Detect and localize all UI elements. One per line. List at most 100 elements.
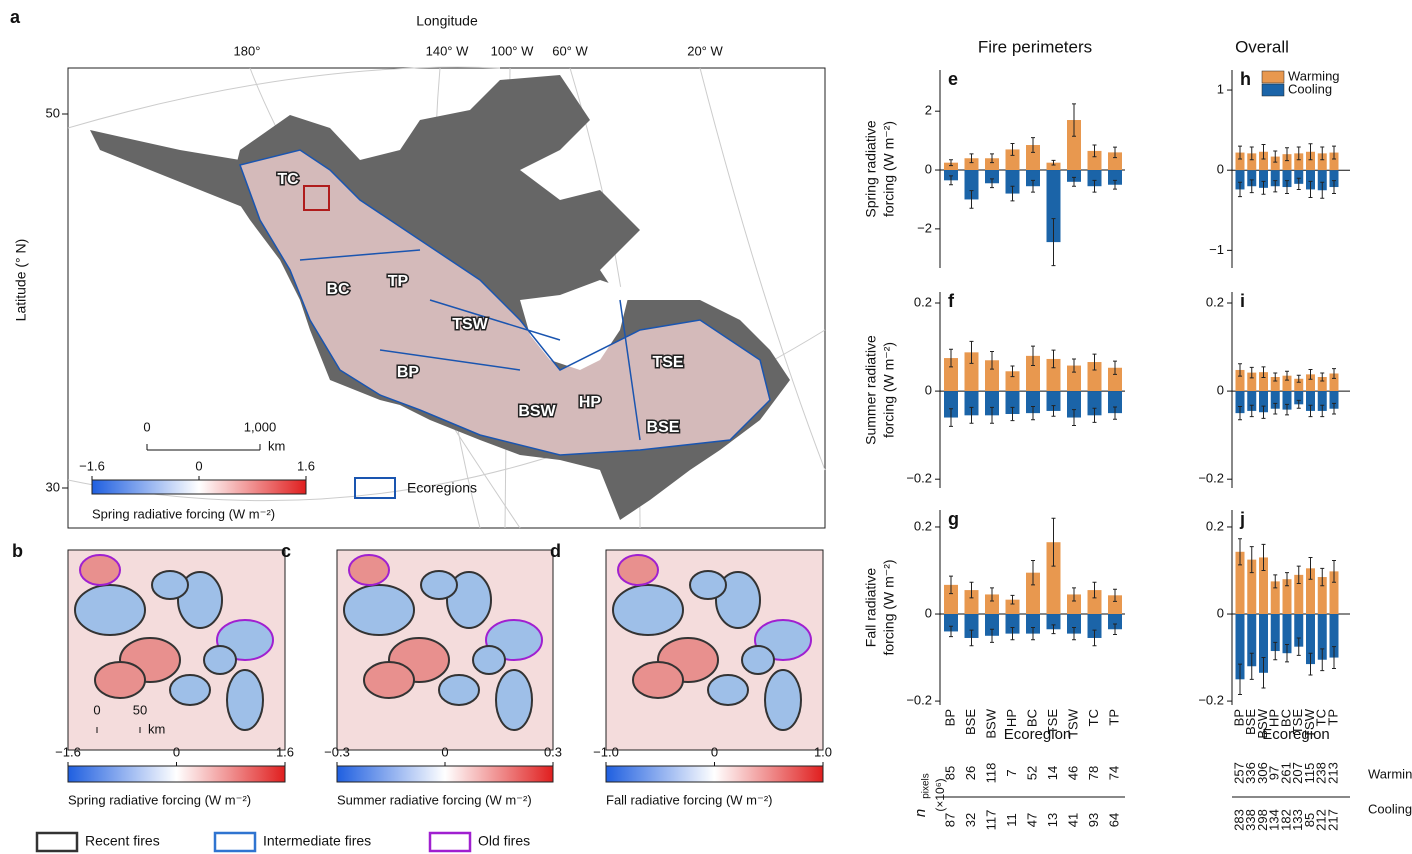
fire-scar	[439, 675, 479, 705]
x-axis-title: Ecoregion	[1262, 726, 1330, 743]
colorbar-label: Summer radiative forcing (W m⁻²)	[337, 792, 532, 807]
pixel-count: 78	[1086, 766, 1101, 780]
region-label: TP	[388, 273, 409, 290]
fire-scar	[80, 555, 120, 585]
fire-scar	[618, 555, 658, 585]
colorbar	[337, 766, 553, 782]
region-label: TC	[277, 171, 299, 188]
x-axis-title: Ecoregion	[1004, 726, 1072, 743]
colorbar-tick-label: −1.0	[593, 744, 619, 759]
pixel-count: 11	[1004, 813, 1019, 827]
scalebar-label: 50	[133, 702, 147, 717]
colorbar-tick-label: −1.6	[55, 744, 81, 759]
fire-legend-swatch	[215, 833, 255, 851]
y-axis-title: Spring radiative	[863, 120, 879, 217]
lon-tick-label: 100° W	[491, 43, 535, 58]
region-label: BP	[397, 364, 420, 381]
colorbar-tick-label: 0	[711, 744, 718, 759]
fire-legend-label: Old fires	[478, 833, 530, 849]
fire-scar	[421, 571, 457, 599]
fire-scar	[473, 646, 505, 674]
legend-swatch	[1262, 71, 1284, 83]
x-tick-label: HP	[1004, 709, 1019, 727]
y-tick-label: 0	[1217, 605, 1224, 620]
body: {"column_titles": ["Fire perimeters", "O…	[0, 0, 1412, 854]
y-tick-label: −0.2	[906, 693, 932, 708]
fire-scar	[765, 670, 801, 730]
colorbar-tick-label: −0.3	[324, 744, 350, 759]
fire-scar	[613, 585, 683, 635]
count-symbol: n	[912, 809, 929, 817]
y-tick-label: 0	[925, 383, 932, 398]
y-tick-label: 2	[925, 103, 932, 118]
region-label: TSE	[652, 354, 683, 371]
pixel-count: 46	[1065, 766, 1080, 780]
scalebar-label: 0	[143, 419, 150, 434]
panel-letter: d	[550, 541, 561, 561]
colorbar-label: Fall radiative forcing (W m⁻²)	[606, 792, 773, 807]
legend-label: Ecoregions	[407, 480, 477, 496]
fire-scar	[152, 571, 188, 599]
column-title: Fire perimeters	[978, 37, 1092, 56]
region-label: HP	[579, 394, 602, 411]
pixel-count: 41	[1065, 813, 1080, 827]
fire-legend-swatch	[430, 833, 470, 851]
y-tick-label: −0.2	[1198, 471, 1224, 486]
colorbar	[92, 480, 306, 494]
pixel-count: 93	[1086, 813, 1101, 827]
lon-tick-label: 60° W	[552, 43, 588, 58]
fire-scar	[170, 675, 210, 705]
colorbar-tick-label: 0.3	[544, 744, 562, 759]
fire-scar	[349, 555, 389, 585]
colorbar-tick-label: 0	[173, 744, 180, 759]
colorbar-tick-label: 1.6	[276, 744, 294, 759]
y-tick-label: 0.2	[1206, 518, 1224, 533]
y-tick-label: 1	[1217, 81, 1224, 96]
fire-scar	[204, 646, 236, 674]
x-tick-label: TP	[1325, 709, 1340, 726]
y-tick-label: −2	[917, 220, 932, 235]
pixel-count: 64	[1106, 813, 1121, 827]
fire-scar	[227, 670, 263, 730]
y-axis-title: forcing (W m⁻²)	[881, 559, 897, 655]
pixel-count: 118	[983, 763, 998, 784]
region-label: BSE	[647, 419, 680, 436]
column-title: Overall	[1235, 37, 1289, 56]
pixel-count: 13	[1045, 813, 1060, 827]
fire-scar	[95, 662, 145, 698]
lat-tick-label: 30	[46, 479, 60, 494]
x-tick-label: TP	[1106, 709, 1121, 726]
pixel-count: 87	[942, 813, 957, 827]
y-tick-label: 0	[1217, 162, 1224, 177]
y-tick-label: 0.2	[914, 518, 932, 533]
x-tick-label: BP	[942, 709, 957, 726]
fire-scar	[344, 585, 414, 635]
y-tick-label: 0	[1217, 383, 1224, 398]
scalebar-unit: km	[268, 438, 285, 453]
pixel-count: 85	[942, 766, 957, 780]
fire-scar	[708, 675, 748, 705]
y-axis-title: Fall radiative	[863, 568, 879, 648]
x-tick-label: BSE	[963, 709, 978, 735]
fire-scar	[742, 646, 774, 674]
colorbar-label: Spring radiative forcing (W m⁻²)	[68, 792, 251, 807]
y-tick-label: −1	[1209, 242, 1224, 257]
panel-letter: a	[10, 7, 21, 27]
fire-legend-label: Recent fires	[85, 833, 160, 849]
lon-tick-label: 20° W	[687, 43, 723, 58]
fire-scar	[496, 670, 532, 730]
figure: aLongitudeLatitude (° N)180°140° W100° W…	[0, 0, 1412, 854]
y-axis-title: forcing (W m⁻²)	[881, 342, 897, 438]
pixel-count: 47	[1024, 813, 1039, 827]
y-tick-label: −0.2	[906, 471, 932, 486]
pixel-count: 32	[963, 813, 978, 827]
colorbar	[68, 766, 285, 782]
row-label: Warming	[1368, 766, 1412, 781]
region-label: TSW	[452, 316, 488, 333]
scalebar-label: 1,000	[244, 419, 277, 434]
fire-scar	[690, 571, 726, 599]
y-tick-label: −0.2	[1198, 693, 1224, 708]
lon-tick-label: 140° W	[426, 43, 470, 58]
pixel-count: 14	[1045, 766, 1060, 780]
fire-scar	[364, 662, 414, 698]
